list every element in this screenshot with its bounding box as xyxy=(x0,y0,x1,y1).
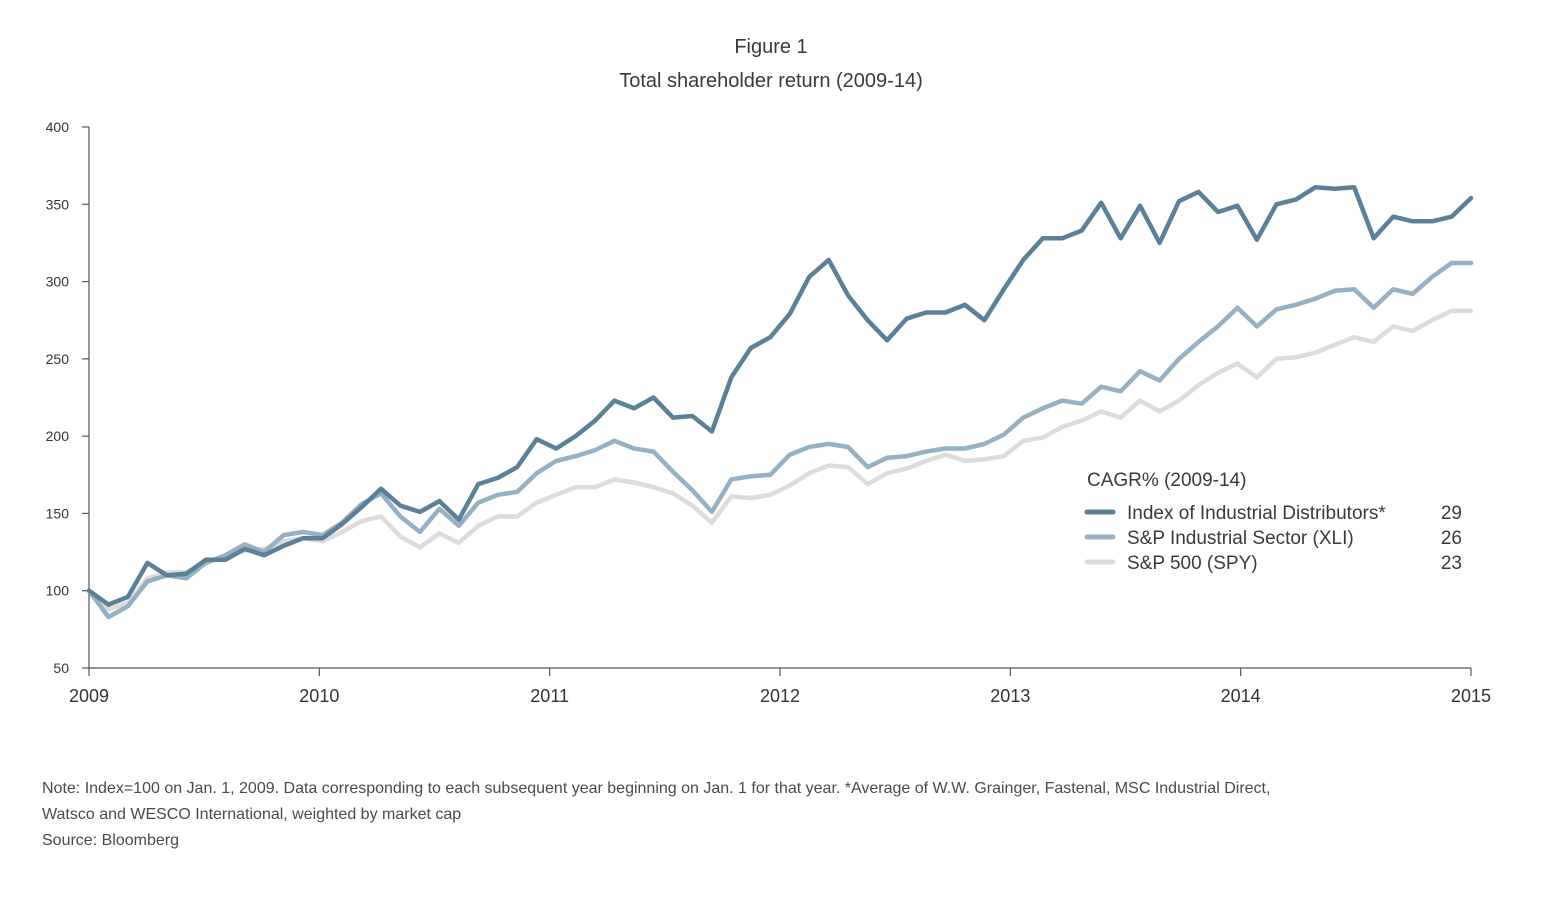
x-tick-label: 2014 xyxy=(1221,686,1261,706)
x-tick-label: 2013 xyxy=(990,686,1030,706)
line-chart: 50 100 150 200 250 300 350 400 2009 2010 2011 2012 2… xyxy=(46,119,1491,706)
x-tick-label: 2011 xyxy=(530,686,569,706)
note-line-2: Watsco and WESCO International, weighted… xyxy=(42,806,462,823)
y-tick-label: 300 xyxy=(46,274,70,290)
x-tick-label: 2015 xyxy=(1451,686,1491,706)
legend-entry-3: S&P 500 (SPY) xyxy=(1127,553,1258,574)
series-line-3 xyxy=(86,308,1474,612)
series-line-1 xyxy=(86,185,1474,607)
note-line-1: Note: Index=100 on Jan. 1, 2009. Data co… xyxy=(42,780,1271,797)
x-tick-label: 2012 xyxy=(760,686,800,706)
legend-entry-1: Index of Industrial Distributors* xyxy=(1127,503,1386,524)
y-tick-label: 400 xyxy=(46,119,70,135)
y-tick-label: 150 xyxy=(46,505,70,521)
x-tick-label: 2010 xyxy=(299,686,339,706)
figure-label: Figure 1 xyxy=(734,36,808,58)
y-tick-label: 350 xyxy=(46,196,70,212)
y-tick-label: 50 xyxy=(53,660,69,676)
y-tick-label: 100 xyxy=(46,583,70,599)
y-tick-label: 200 xyxy=(46,428,70,444)
source-line: Source: Bloomberg xyxy=(42,832,179,849)
chart-title: Total shareholder return (2009-14) xyxy=(619,70,923,92)
legend-title: CAGR% (2009-14) xyxy=(1087,470,1246,491)
x-tick-label: 2009 xyxy=(69,686,109,706)
legend-value-3: 23 xyxy=(1441,553,1462,574)
legend-value-2: 26 xyxy=(1441,528,1462,549)
series-line-2 xyxy=(86,260,1474,620)
legend-value-1: 29 xyxy=(1441,503,1462,524)
y-tick-label: 250 xyxy=(46,351,70,367)
legend-entry-2: S&P Industrial Sector (XLI) xyxy=(1127,528,1354,549)
chart-notes: Note: Index=100 on Jan. 1, 2009. Data co… xyxy=(42,776,1502,854)
